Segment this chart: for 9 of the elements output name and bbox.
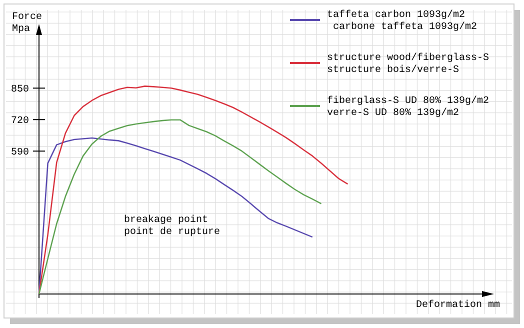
y-tick-label: 850 [10,84,29,96]
y-axis-title: Force Mpa [12,12,42,35]
annotation: breakage point point de rupture [124,214,220,238]
legend-label: structure wood/fiberglass-S structure bois/verre-S [327,52,490,76]
legend-label: fiberglass-S UD 80% 139g/m2 verre-S UD 80% 139g/m2 [327,95,490,119]
y-tick-label: 720 [10,116,29,128]
y-tick-label: 590 [10,148,29,159]
text: Deformation mm [416,299,500,311]
legend-label: taffeta carbon 1093g/m2 carbone taffeta 1093g/m2 [327,9,478,33]
